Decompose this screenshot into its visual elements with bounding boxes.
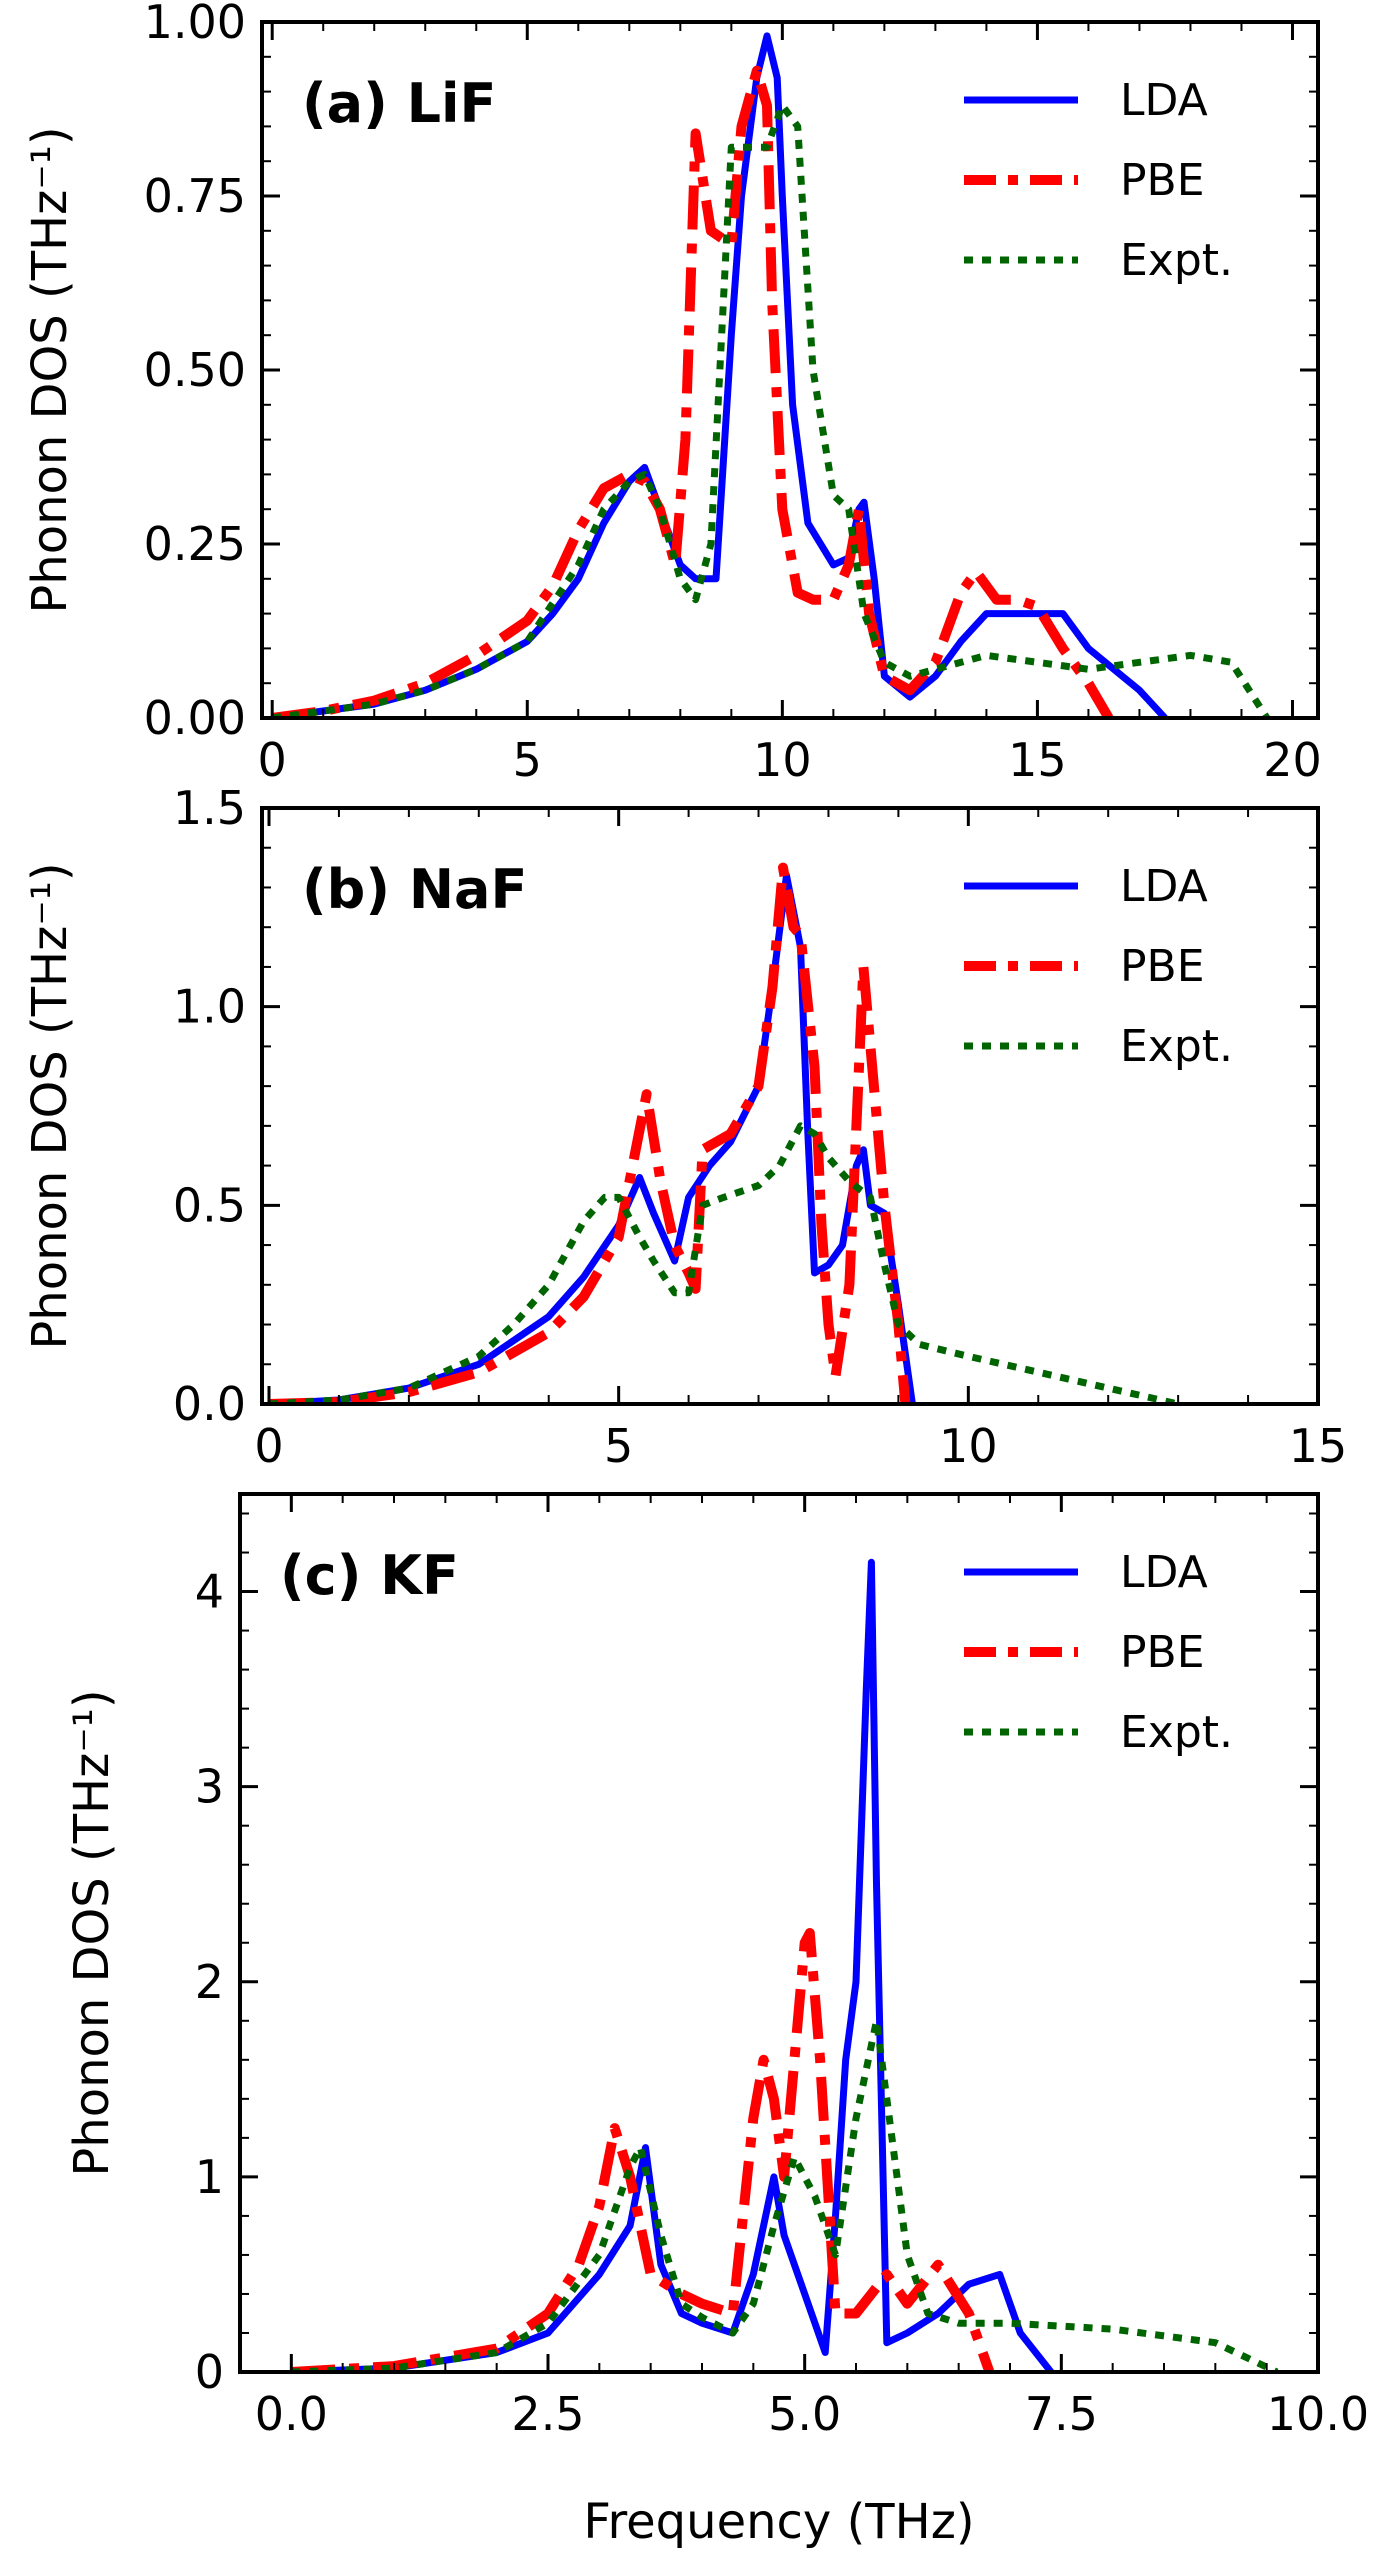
x-tick-label: 5.0 [768,2387,841,2441]
x-tick-label: 0 [258,733,287,787]
series-expt-line [271,102,1270,718]
series-lda-line [271,32,1168,718]
y-axis-label: Phonon DOS (THz⁻¹) [22,126,78,613]
y-axis-label: Phonon DOS (THz⁻¹) [64,1689,120,2176]
x-tick-label: 10 [753,733,812,787]
panel-b: 0 5 10 15 0.0 0.5 1.0 1.5 Phonon DOS (THz⁻¹) (b) … [22,781,1347,1473]
legend-label-pbe: PBE [1120,1627,1205,1678]
series-pbe-line [268,862,911,1404]
x-tick-label: 15 [1289,1419,1348,1473]
x-tick-label: 20 [1263,733,1322,787]
panel-a: 0 5 10 15 20 0.00 0.25 0.50 0.75 1.00 Phonon DOS (… [22,0,1322,787]
panel-title: (a) LiF [302,72,496,135]
legend-label-lda: LDA [1120,1547,1208,1598]
legend-label-expt: Expt. [1120,1707,1233,1758]
y-tick-label: 0.00 [144,691,246,745]
x-tick-label: 0.0 [255,2387,328,2441]
legend-label-expt: Expt. [1120,1021,1233,1072]
legend-label-pbe: PBE [1120,155,1205,206]
x-tick-label: 10 [939,1419,998,1473]
y-tick-label: 1.5 [173,781,246,835]
x-tick-label: 0 [254,1419,283,1473]
x-tick-label: 10.0 [1267,2387,1369,2441]
plot-frame [260,806,1320,1406]
x-tick-label: 15 [1008,733,1067,787]
y-tick-label: 3 [195,1760,224,1814]
series-expt-line [268,1122,1179,1404]
y-tick-label: 1.00 [144,0,246,49]
y-tick-label: 0.50 [144,343,246,397]
panel-c: 0.0 2.5 5.0 7.5 10.0 0 1 2 3 4 Phonon DOS (THz⁻¹) F… [64,1492,1369,2550]
legend-label-pbe: PBE [1120,941,1205,992]
y-tick-label: 0.5 [173,1178,246,1232]
y-tick-label: 2 [195,1955,224,2009]
y-tick-label: 1 [195,2150,224,2204]
y-axis-label: Phonon DOS (THz⁻¹) [22,862,78,1349]
y-tick-label: 0.0 [173,1377,246,1431]
series-pbe-line [291,1928,995,2372]
legend-label-lda: LDA [1120,861,1208,912]
y-tick-label: 1.0 [173,980,246,1034]
y-tick-label: 0.75 [144,169,246,223]
x-tick-label: 7.5 [1025,2387,1098,2441]
y-tick-label: 0 [195,2345,224,2399]
x-tick-label: 5 [604,1419,633,1473]
panel-title: (c) KF [280,1544,459,1607]
y-tick-label: 4 [195,1565,224,1619]
x-tick-label: 5 [513,733,542,787]
x-axis-label: Frequency (THz) [583,2494,974,2550]
y-tick-label: 0.25 [144,517,246,571]
legend-label-lda: LDA [1120,75,1208,126]
series-pbe-line [271,65,1114,718]
plot-frame [238,1492,1320,2374]
x-tick-label: 2.5 [511,2387,584,2441]
legend-label-expt: Expt. [1120,235,1233,286]
panel-title: (b) NaF [302,858,527,921]
series-expt-line [291,2017,1279,2372]
series-lda-line [291,1558,1054,2372]
